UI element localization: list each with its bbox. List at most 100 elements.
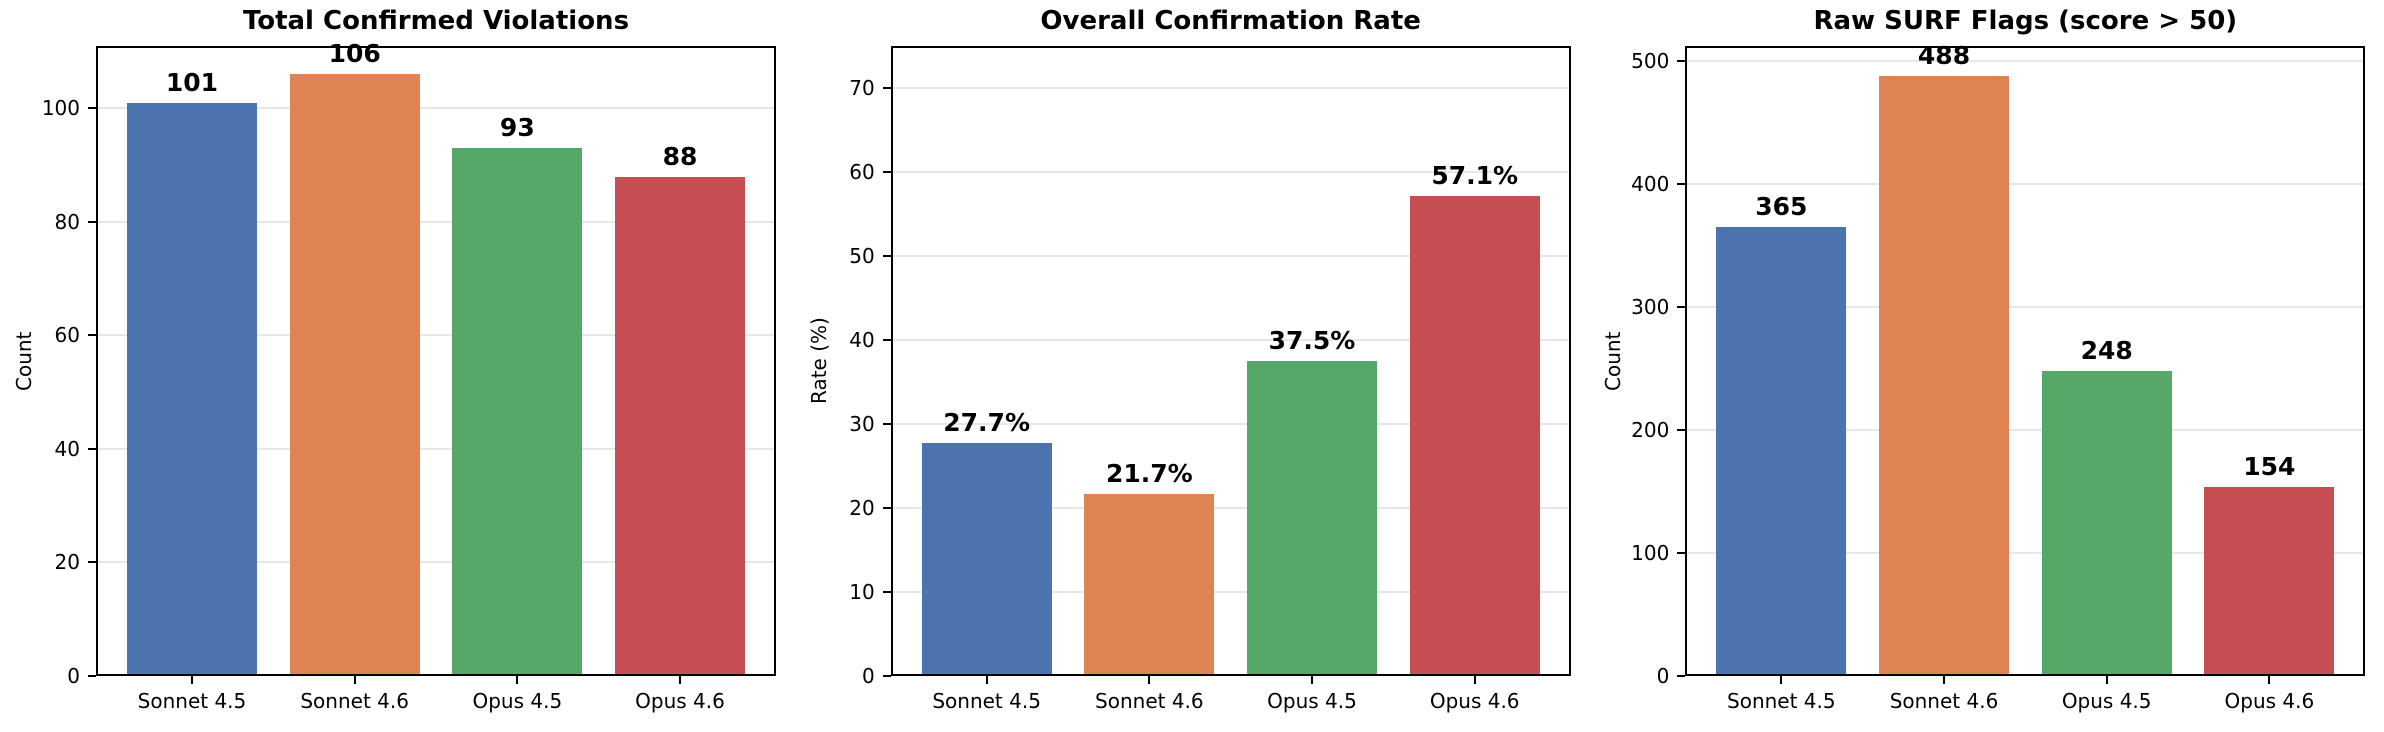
y-axis-label: Count xyxy=(1601,331,1626,391)
y-tick-mark xyxy=(882,591,891,593)
bar-value-label: 365 xyxy=(1755,191,1808,221)
bar-opus-4-5 xyxy=(1246,361,1378,676)
bar-opus-4-6 xyxy=(614,176,746,676)
x-tick-mark xyxy=(1780,676,1783,684)
gridline xyxy=(96,334,776,337)
y-tick-label: 10 xyxy=(849,580,875,604)
x-tick-label: Sonnet 4.5 xyxy=(1727,689,1836,713)
x-tick-label: Opus 4.6 xyxy=(1429,689,1520,713)
gridline xyxy=(1685,428,2366,431)
y-tick-mark xyxy=(882,423,891,425)
gridline xyxy=(890,507,1571,509)
y-tick-mark xyxy=(88,107,96,110)
y-tick-mark xyxy=(88,675,96,677)
y-tick-mark xyxy=(882,507,891,509)
gridline xyxy=(96,107,776,110)
y-tick-mark xyxy=(88,561,96,564)
bar-sonnet-4-6 xyxy=(1878,75,2010,676)
y-tick-mark xyxy=(1677,428,1686,431)
gridline xyxy=(1685,551,2366,554)
gridline xyxy=(890,423,1571,425)
x-tick-mark xyxy=(2105,676,2108,684)
x-tick-label: Opus 4.5 xyxy=(1267,689,1357,713)
gridline xyxy=(890,591,1571,593)
gridline xyxy=(96,447,776,450)
y-tick-label: 0 xyxy=(861,664,875,688)
y-tick-mark xyxy=(1677,182,1686,185)
x-tick-mark xyxy=(1148,676,1151,684)
gridline xyxy=(890,255,1571,257)
x-tick-mark xyxy=(1943,676,1945,684)
x-tick-label: Sonnet 4.6 xyxy=(300,689,409,713)
x-tick-label: Opus 4.5 xyxy=(2061,689,2152,713)
chart-panel-overall-confirmation-rate: Overall Confirmation Rate Rate (%) 0 10 20 30… xyxy=(795,0,1590,732)
bar-value-label: 93 xyxy=(499,113,535,143)
bar-opus-4-6 xyxy=(2204,486,2335,676)
y-axis-label: Rate (%) xyxy=(806,317,831,405)
bar-value-label: 106 xyxy=(328,39,381,69)
bar-value-label: 88 xyxy=(662,141,698,171)
x-tick-label: Opus 4.5 xyxy=(472,689,563,713)
x-tick-label: Opus 4.6 xyxy=(2224,689,2315,713)
y-tick-mark xyxy=(1677,675,1686,677)
y-tick-label: 20 xyxy=(849,496,875,520)
chart-panel-raw-surf-flags: Raw SURF Flags (score > 50) Count 0 100 200 3… xyxy=(1589,0,2384,732)
y-tick-mark xyxy=(1677,551,1686,554)
y-tick-mark xyxy=(882,339,891,341)
bar-value-label: 27.7% xyxy=(943,408,1030,438)
y-tick-label: 400 xyxy=(1631,171,1670,196)
y-tick-mark xyxy=(88,334,96,337)
x-tick-mark xyxy=(2268,676,2271,684)
bar-value-label: 488 xyxy=(1917,40,1971,70)
y-tick-label: 0 xyxy=(67,664,80,688)
y-tick-label: 100 xyxy=(1631,540,1670,565)
y-tick-mark xyxy=(1677,305,1686,308)
x-tick-label: Sonnet 4.6 xyxy=(1095,689,1204,713)
gridline xyxy=(1685,305,2366,308)
gridline xyxy=(890,171,1571,173)
chart-panel-total-confirmed-violations: Total Confirmed Violations Count 0 20 40 60 80… xyxy=(0,0,795,732)
bar-value-label: 248 xyxy=(2080,335,2133,365)
y-tick-mark xyxy=(1677,59,1686,62)
x-tick-mark xyxy=(1311,676,1313,684)
x-tick-label: Sonnet 4.6 xyxy=(1889,689,1999,713)
y-tick-label: 40 xyxy=(849,328,875,352)
y-tick-label: 500 xyxy=(1631,48,1670,73)
bar-sonnet-4-5 xyxy=(921,443,1052,676)
y-tick-mark xyxy=(88,220,96,223)
x-tick-mark xyxy=(1473,676,1476,684)
x-tick-label: Opus 4.6 xyxy=(635,689,725,713)
y-tick-label: 60 xyxy=(849,160,875,184)
x-tick-mark xyxy=(985,676,988,684)
bar-value-label: 57.1% xyxy=(1431,161,1519,191)
bar-opus-4-6 xyxy=(1409,196,1540,676)
bar-sonnet-4-5 xyxy=(1716,226,1847,676)
y-tick-mark xyxy=(882,675,891,677)
y-tick-label: 70 xyxy=(849,76,875,100)
y-tick-label: 300 xyxy=(1631,294,1670,319)
y-tick-label: 50 xyxy=(849,244,875,268)
x-tick-mark xyxy=(190,676,193,684)
bar-opus-4-5 xyxy=(2041,370,2172,676)
gridline xyxy=(1685,182,2366,185)
x-tick-mark xyxy=(679,676,682,684)
gridline xyxy=(1685,59,2366,62)
bar-value-label: 101 xyxy=(165,67,219,97)
x-tick-mark xyxy=(353,676,356,684)
bar-sonnet-4-6 xyxy=(289,74,420,676)
y-tick-mark xyxy=(88,447,96,450)
bar-value-label: 21.7% xyxy=(1105,458,1193,488)
y-tick-mark xyxy=(882,87,891,89)
y-tick-mark xyxy=(882,255,891,257)
chart-title: Overall Confirmation Rate xyxy=(1040,6,1421,36)
bar-value-label: 37.5% xyxy=(1268,326,1356,355)
y-tick-label: 20 xyxy=(54,550,80,575)
chart-title: Raw SURF Flags (score > 50) xyxy=(1813,6,2238,36)
gridline xyxy=(890,339,1571,341)
y-tick-label: 100 xyxy=(41,96,80,121)
gridline xyxy=(890,87,1571,89)
bar-sonnet-4-5 xyxy=(126,102,258,676)
y-tick-label: 80 xyxy=(54,209,80,234)
x-tick-label: Sonnet 4.5 xyxy=(137,689,247,713)
